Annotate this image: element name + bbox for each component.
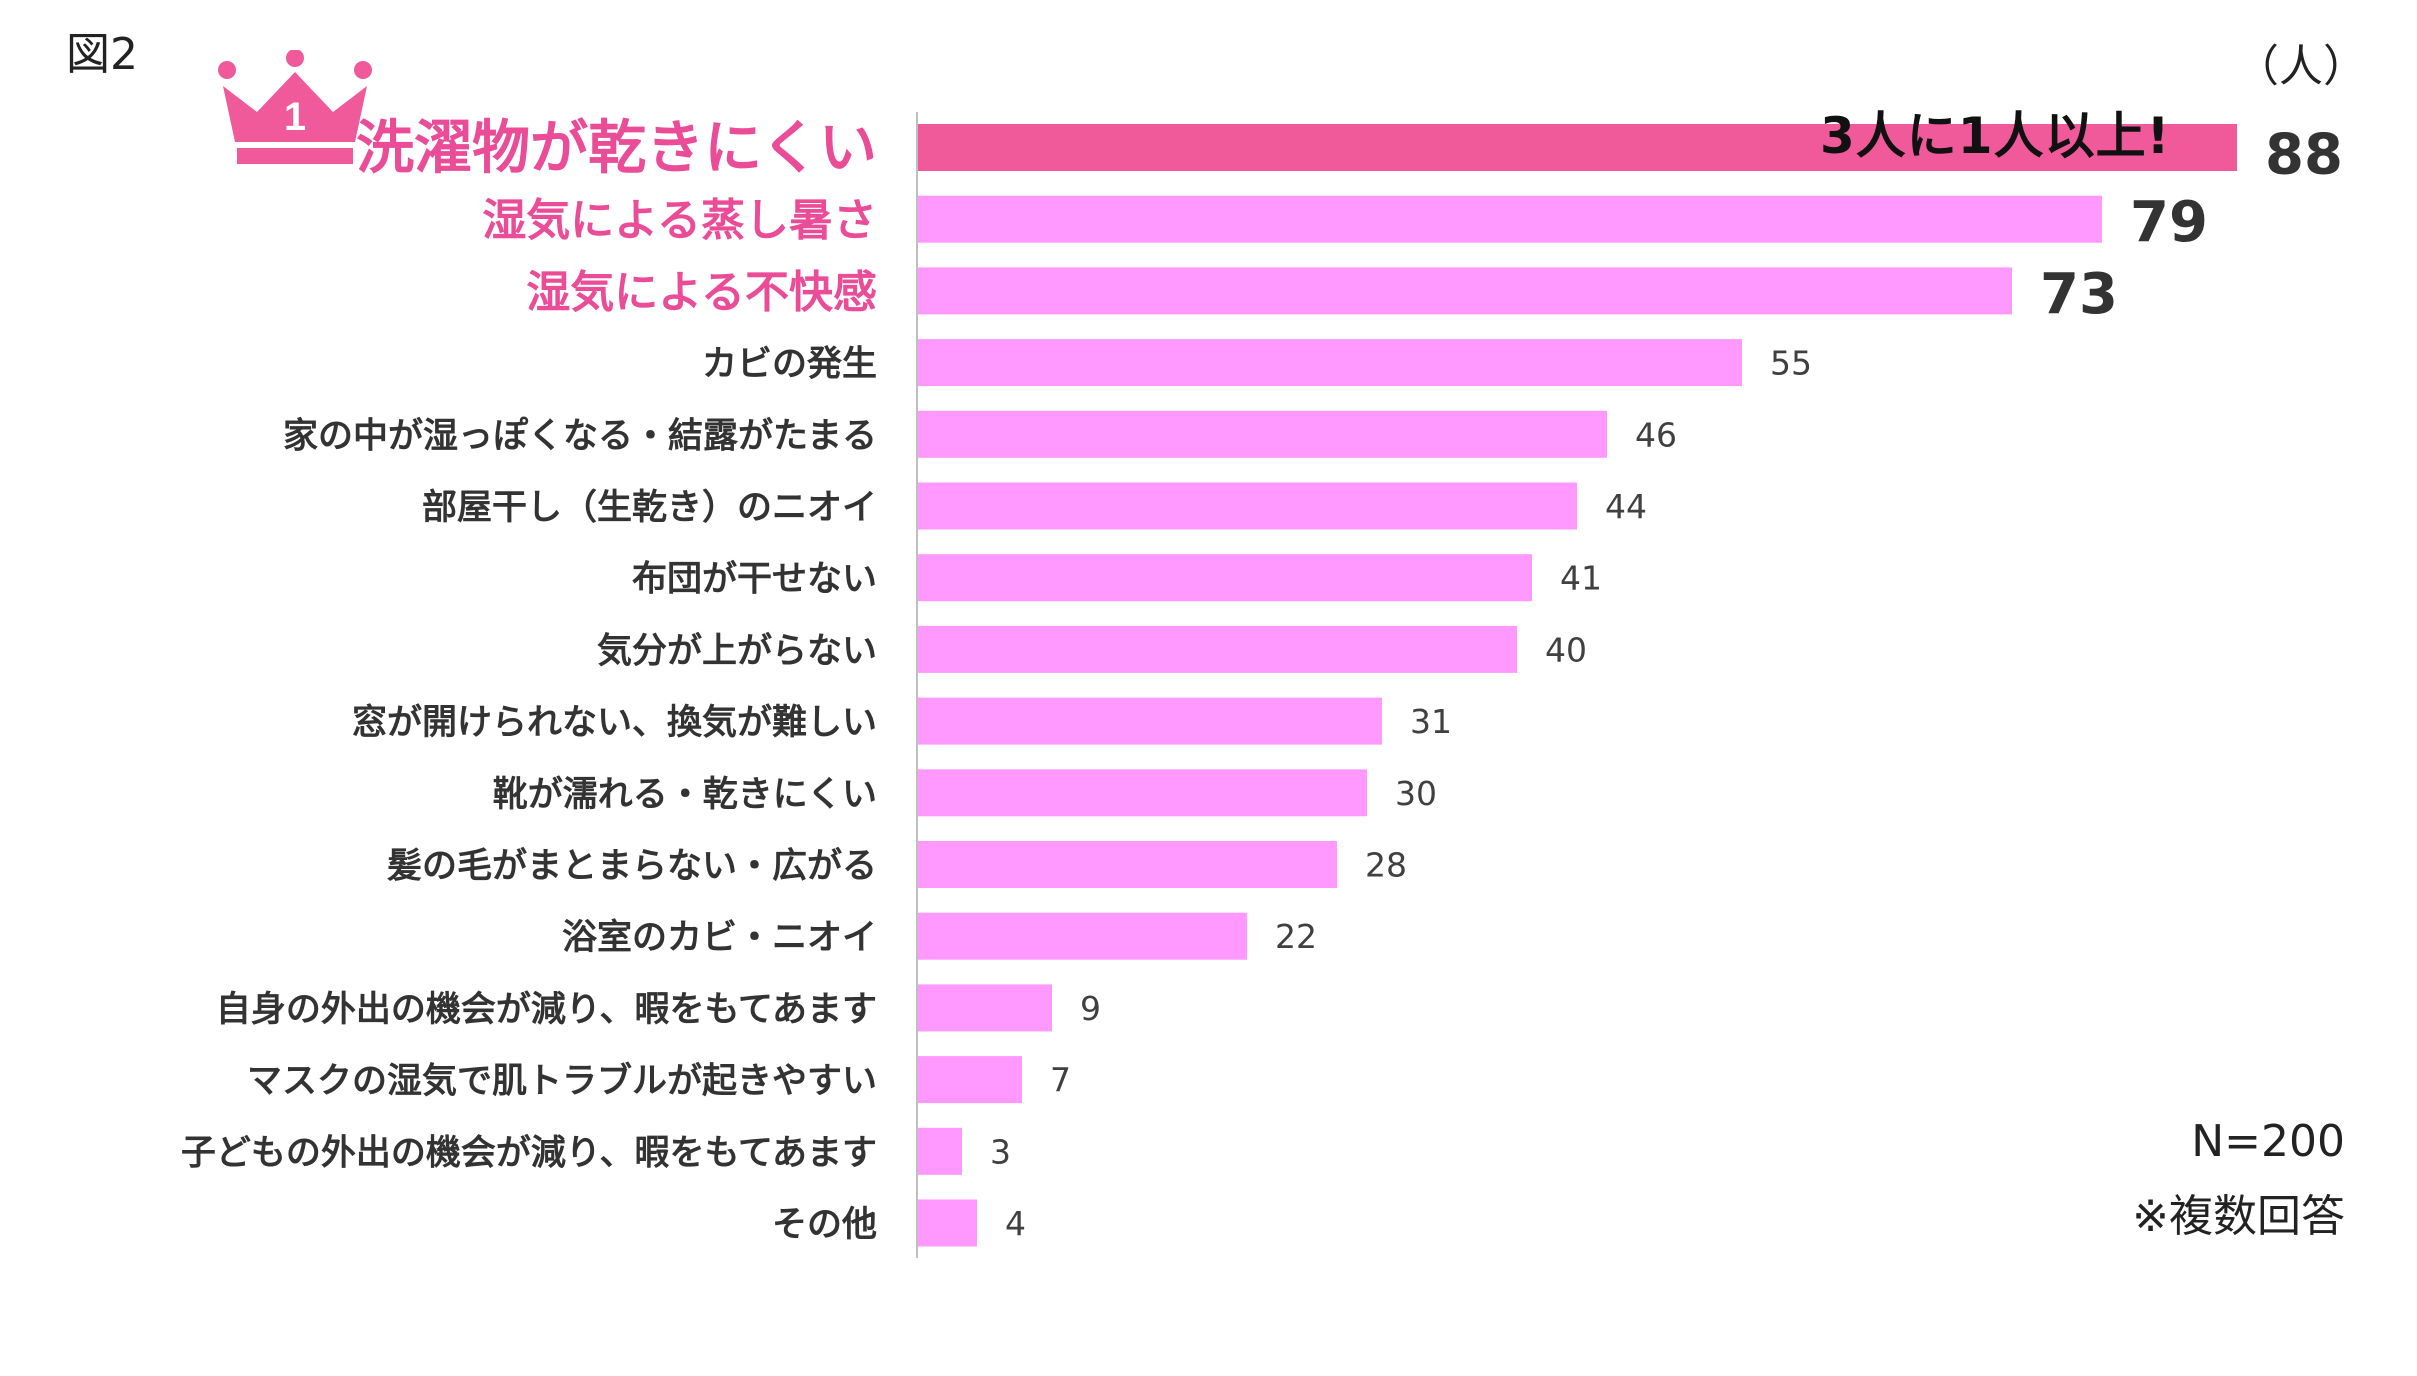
value-label: 88 (2265, 123, 2343, 188)
value-label: 40 (1545, 630, 1587, 669)
figure-label: 図2 (66, 29, 138, 80)
value-label: 44 (1605, 487, 1647, 526)
bar (917, 267, 2012, 315)
value-label: 7 (1050, 1061, 1071, 1100)
bar (917, 339, 1742, 387)
category-label: 浴室のカビ・ニオイ (562, 917, 877, 958)
value-label: 4 (1005, 1204, 1026, 1243)
bar (917, 1056, 1022, 1104)
value-label: 30 (1395, 774, 1437, 813)
category-label: その他 (772, 1205, 877, 1245)
bar (917, 1199, 977, 1247)
category-label: 靴が濡れる・乾きにくい (493, 775, 877, 815)
multiple-answer-note: ※複数回答 (2132, 1191, 2345, 1242)
bar (917, 769, 1367, 817)
bar (917, 697, 1382, 745)
bar (917, 195, 2102, 243)
rank-badge-number: 1 (284, 95, 306, 139)
category-label: 窓が開けられない、換気が難しい (352, 703, 877, 743)
crown-icon: 1 (218, 50, 372, 164)
value-label: 41 (1560, 559, 1602, 598)
category-label: マスクの湿気で肌トラブルが起きやすい (247, 1061, 877, 1102)
category-label: 自身の外出の機会が減り、暇をもてあます (216, 990, 877, 1030)
category-label: 部屋干し（生乾き）のニオイ (422, 488, 877, 528)
bar (917, 841, 1337, 888)
value-label: 73 (2040, 262, 2118, 327)
bar (917, 912, 1247, 960)
value-label: 3 (990, 1132, 1011, 1171)
bar (917, 554, 1532, 602)
category-label: 洗濯物が乾きにくい (356, 114, 877, 182)
bar (917, 482, 1577, 530)
value-label: 79 (2130, 190, 2208, 255)
category-label: 湿気による蒸し暑さ (482, 195, 877, 246)
unit-label: （人） (2235, 41, 2367, 92)
bar (917, 625, 1517, 673)
category-label: 子どもの外出の機会が減り、暇をもてあます (181, 1133, 877, 1173)
category-label: 家の中が湿っぽくなる・結露がたまる (283, 415, 877, 456)
sample-size-label: N=200 (2191, 1116, 2345, 1167)
bar (917, 984, 1052, 1032)
value-label: 46 (1635, 415, 1677, 454)
category-label: 髪の毛がまとまらない・広がる (387, 847, 877, 887)
value-label: 55 (1770, 344, 1812, 383)
category-label: 湿気による不快感 (526, 267, 877, 318)
value-label: 22 (1275, 917, 1317, 956)
category-label: 布団が干せない (632, 560, 877, 600)
bar (917, 1127, 962, 1175)
bar (917, 410, 1607, 458)
category-label: 気分が上がらない (597, 631, 877, 671)
value-label: 28 (1365, 846, 1407, 885)
value-label: 31 (1410, 702, 1452, 741)
category-label: カビの発生 (702, 345, 877, 385)
callout-text: 3人に1人以上! (1820, 107, 2171, 165)
bar (917, 124, 2237, 171)
value-label: 9 (1080, 989, 1101, 1028)
